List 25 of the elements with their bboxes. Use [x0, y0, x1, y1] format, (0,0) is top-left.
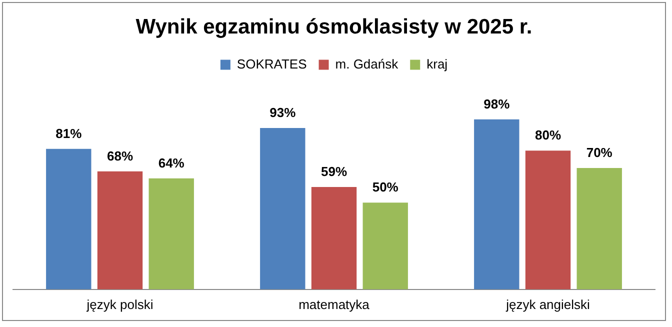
bar [97, 171, 143, 290]
bar [311, 187, 357, 290]
data-label: 81% [56, 126, 82, 141]
bar [46, 148, 92, 290]
data-label: 50% [372, 180, 399, 195]
x-tick-label: język angielski [505, 296, 590, 312]
bar [362, 202, 408, 290]
bar [474, 119, 520, 290]
x-tick-label: matematyka [298, 296, 370, 312]
bar [260, 128, 306, 290]
bar [525, 150, 571, 290]
legend-label: kraj [426, 56, 448, 72]
data-label: 59% [320, 164, 348, 180]
data-label: 98% [484, 96, 510, 112]
data-label: 68% [106, 148, 134, 164]
chart-title: Wynik egzaminu ósmoklasisty w 2025 r. [136, 15, 532, 38]
data-label: 80% [534, 128, 562, 143]
data-label: 93% [270, 105, 296, 120]
data-label: 64% [158, 155, 185, 170]
bar [148, 178, 194, 290]
legend-label: m. Gdańsk [335, 56, 399, 72]
bar [576, 168, 622, 290]
data-label: 70% [586, 145, 613, 160]
legend-label: SOKRATES [236, 56, 308, 72]
x-tick-label: język polski [86, 296, 154, 312]
